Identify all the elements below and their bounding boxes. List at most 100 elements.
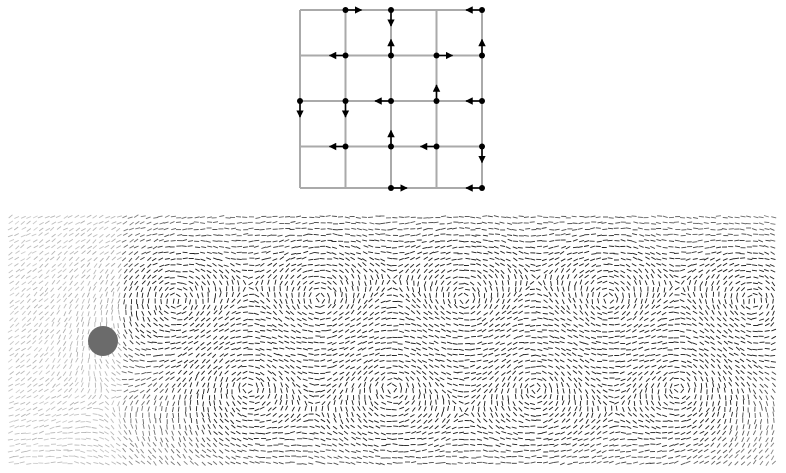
flow-stroke [104,394,109,400]
flow-stroke [416,370,421,375]
flow-stroke [458,311,464,315]
flow-stroke [20,401,26,405]
flow-stroke [519,414,525,418]
flow-stroke [452,268,458,272]
flow-stroke [292,389,295,395]
flow-stroke [602,311,608,315]
flow-stroke [554,413,560,418]
flow-stroke [632,252,638,256]
lattice-grid [296,6,486,192]
flow-stroke [86,221,92,225]
flow-stroke [548,426,554,430]
flow-stroke [51,364,55,370]
flow-stroke [686,252,692,254]
flow-stroke [368,365,373,369]
flow-stroke [242,275,248,278]
flow-stroke [123,389,129,393]
flow-stroke [189,299,192,305]
flow-stroke [338,359,344,363]
flow-stroke [164,316,169,321]
node [342,98,349,104]
flow-stroke [560,413,565,417]
flow-stroke [212,281,216,286]
flow-stroke [81,369,85,375]
flow-stroke [626,304,630,309]
flow-stroke [26,408,32,412]
flow-stroke [135,321,139,327]
flow-stroke [226,297,230,303]
flow-stroke [410,335,415,339]
flow-stroke [38,280,44,284]
flow-stroke [579,424,584,430]
flow-stroke [236,299,241,304]
flow-stroke [556,275,560,281]
flow-stroke [116,281,121,287]
flow-stroke [565,323,571,326]
flow-stroke [488,431,494,434]
flow-stroke [32,263,38,267]
flow-stroke [632,388,637,393]
flow-stroke [142,430,145,436]
flow-stroke [243,318,249,322]
flow-stroke [15,347,21,352]
flow-stroke [693,437,699,441]
flow-stroke [152,442,157,447]
flow-stroke [123,268,128,274]
flow-stroke [68,387,73,393]
flow-stroke [673,233,679,236]
flow-stroke [326,424,331,430]
flow-stroke [692,407,697,412]
flow-stroke [650,328,656,332]
flow-stroke [649,252,655,255]
flow-stroke [668,240,675,242]
flow-stroke [447,227,453,230]
flow-stroke [202,382,206,388]
flow-stroke [446,341,453,345]
flow-stroke [68,232,74,236]
flow-stroke [680,312,686,315]
flow-stroke [9,323,14,329]
node [433,98,440,104]
flow-stroke [105,233,111,238]
flow-stroke [224,322,229,327]
flow-stroke [399,293,405,298]
flow-stroke [513,291,517,297]
flow-stroke [179,424,181,430]
flow-stroke [655,233,661,236]
flow-stroke [33,310,38,315]
flow-stroke [39,424,45,428]
flow-stroke [692,246,698,249]
flow-stroke [400,387,403,393]
flow-stroke [290,274,295,280]
flow-stroke [596,431,602,435]
flow-stroke [406,382,410,388]
flow-stroke [440,316,446,321]
flow-stroke [692,299,697,305]
flow-stroke [751,269,758,272]
flow-stroke [232,381,235,388]
flow-stroke [691,348,697,352]
flow-stroke [315,292,320,297]
flow-stroke [416,329,423,332]
flow-stroke [350,245,356,248]
flow-stroke [230,342,236,346]
flow-stroke [62,364,67,369]
flow-stroke [38,232,43,237]
flow-stroke [212,353,217,359]
flow-stroke [536,382,541,388]
flow-stroke [691,263,698,266]
flow-stroke [171,335,177,338]
flow-stroke [182,436,186,442]
flow-stroke [104,377,110,382]
flow-stroke [662,246,668,249]
flow-stroke [757,286,763,291]
flow-stroke [39,358,43,364]
flow-stroke [272,420,278,423]
flow-stroke [363,365,368,370]
flow-stroke [136,436,140,442]
flow-stroke [739,347,745,351]
flow-stroke [285,263,291,268]
flow-stroke [208,400,212,407]
flow-stroke [202,424,206,430]
flow-stroke [254,330,260,333]
